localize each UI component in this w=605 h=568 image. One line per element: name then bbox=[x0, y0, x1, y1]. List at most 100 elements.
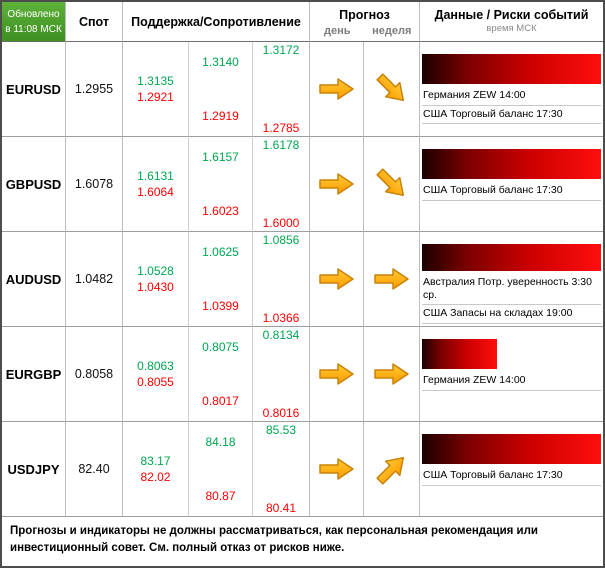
support-1: 1.2921 bbox=[137, 90, 174, 104]
resistance-3: 1.6178 bbox=[262, 138, 300, 152]
pair-name: USDJPY bbox=[2, 422, 66, 517]
day-forecast-arrow bbox=[310, 137, 364, 232]
resistance-1: 1.0528 bbox=[137, 264, 174, 278]
spot-price: 1.6078 bbox=[66, 137, 123, 232]
arrow-icon bbox=[373, 268, 409, 290]
day-forecast-arrow bbox=[310, 42, 364, 137]
risk-bar bbox=[422, 339, 498, 369]
support-2: 1.2919 bbox=[202, 109, 239, 123]
event-item: Германия ZEW 14:00 bbox=[422, 372, 601, 391]
day-forecast-arrow bbox=[310, 327, 364, 422]
event-item: Австралия Потр. уверенность 3:30 ср. bbox=[422, 274, 601, 306]
arrow-icon bbox=[318, 458, 354, 480]
data-risks-title: Данные / Риски событий bbox=[434, 8, 589, 23]
column-header-data-risks: Данные / Риски событий время МСК bbox=[420, 2, 603, 42]
far-levels: 1.6178 1.6000 bbox=[253, 137, 310, 232]
column-header-forecast: Прогноз день неделя bbox=[310, 2, 420, 42]
day-forecast-arrow bbox=[310, 232, 364, 327]
updated-timestamp: Обновлено в 11:08 МСК bbox=[2, 2, 66, 42]
week-forecast-arrow bbox=[364, 137, 420, 232]
week-forecast-arrow bbox=[364, 422, 420, 517]
event-item: США Торговый баланс 17:30 bbox=[422, 106, 601, 125]
arrow-icon bbox=[318, 78, 354, 100]
mid-levels: 1.6157 1.6023 bbox=[189, 137, 253, 232]
support-2: 0.8017 bbox=[202, 394, 239, 408]
resistance-2: 1.6157 bbox=[202, 150, 239, 164]
mid-levels: 1.3140 1.2919 bbox=[189, 42, 253, 137]
event-item: США Запасы на складах 19:00 bbox=[422, 305, 601, 324]
arrow-icon bbox=[318, 363, 354, 385]
near-levels: 1.6131 1.6064 bbox=[123, 137, 189, 232]
arrow-icon bbox=[318, 173, 354, 195]
week-forecast-arrow bbox=[364, 232, 420, 327]
forecast-week-subheader: неделя bbox=[372, 25, 412, 38]
support-3: 1.2785 bbox=[262, 121, 300, 135]
updated-line1: Обновлено bbox=[7, 8, 60, 20]
far-levels: 0.8134 0.8016 bbox=[253, 327, 310, 422]
resistance-3: 85.53 bbox=[265, 423, 297, 437]
resistance-1: 1.3135 bbox=[137, 74, 174, 88]
mid-levels: 84.18 80.87 bbox=[189, 422, 253, 517]
pair-name: EURGBP bbox=[2, 327, 66, 422]
event-item: США Торговый баланс 17:30 bbox=[422, 467, 601, 486]
resistance-1: 1.6131 bbox=[137, 169, 174, 183]
risk-events: Германия ZEW 14:00 США Торговый баланс 1… bbox=[420, 42, 603, 137]
pair-name: GBPUSD bbox=[2, 137, 66, 232]
risk-events: Германия ZEW 14:00 bbox=[420, 327, 603, 422]
far-levels: 1.3172 1.2785 bbox=[253, 42, 310, 137]
support-3: 0.8016 bbox=[262, 406, 300, 420]
risk-bar bbox=[422, 54, 601, 84]
risk-bar bbox=[422, 434, 601, 464]
event-item: Германия ZEW 14:00 bbox=[422, 87, 601, 106]
resistance-3: 1.0856 bbox=[262, 233, 300, 247]
spot-price: 0.8058 bbox=[66, 327, 123, 422]
risk-events: США Торговый баланс 17:30 bbox=[420, 422, 603, 517]
support-3: 1.6000 bbox=[262, 216, 300, 230]
arrow-icon bbox=[375, 168, 404, 197]
support-2: 1.6023 bbox=[202, 204, 239, 218]
spot-price: 82.40 bbox=[66, 422, 123, 517]
event-item: США Торговый баланс 17:30 bbox=[422, 182, 601, 201]
week-forecast-arrow bbox=[364, 327, 420, 422]
risk-events: США Торговый баланс 17:30 bbox=[420, 137, 603, 232]
resistance-1: 0.8063 bbox=[137, 359, 174, 373]
resistance-3: 1.3172 bbox=[262, 43, 300, 57]
risk-bar bbox=[422, 244, 601, 272]
mid-levels: 1.0625 1.0399 bbox=[189, 232, 253, 327]
support-1: 82.02 bbox=[140, 470, 171, 484]
column-header-support-resistance: Поддержка/Сопротивление bbox=[123, 2, 310, 42]
near-levels: 1.0528 1.0430 bbox=[123, 232, 189, 327]
support-2: 1.0399 bbox=[202, 299, 239, 313]
day-forecast-arrow bbox=[310, 422, 364, 517]
arrow-icon bbox=[375, 456, 404, 485]
resistance-2: 84.18 bbox=[205, 435, 236, 449]
support-3: 80.41 bbox=[265, 501, 297, 515]
arrow-icon bbox=[318, 268, 354, 290]
support-2: 80.87 bbox=[205, 489, 236, 503]
support-3: 1.0366 bbox=[262, 311, 300, 325]
resistance-2: 1.3140 bbox=[202, 55, 239, 69]
spot-price: 1.0482 bbox=[66, 232, 123, 327]
column-header-spot: Спот bbox=[66, 2, 123, 42]
resistance-1: 83.17 bbox=[140, 454, 171, 468]
forecast-day-subheader: день bbox=[323, 25, 351, 38]
updated-line2: в 11:08 МСК bbox=[5, 23, 62, 35]
risk-bar bbox=[422, 149, 601, 179]
spot-price: 1.2955 bbox=[66, 42, 123, 137]
disclaimer-text: Прогнозы и индикаторы не должны рассматр… bbox=[2, 517, 603, 566]
arrow-icon bbox=[373, 363, 409, 385]
week-forecast-arrow bbox=[364, 42, 420, 137]
forecast-title: Прогноз bbox=[339, 7, 390, 22]
support-1: 1.0430 bbox=[137, 280, 174, 294]
resistance-3: 0.8134 bbox=[262, 328, 300, 342]
pair-name: EURUSD bbox=[2, 42, 66, 137]
near-levels: 1.3135 1.2921 bbox=[123, 42, 189, 137]
resistance-2: 1.0625 bbox=[202, 245, 239, 259]
mid-levels: 0.8075 0.8017 bbox=[189, 327, 253, 422]
far-levels: 1.0856 1.0366 bbox=[253, 232, 310, 327]
pair-name: AUDUSD bbox=[2, 232, 66, 327]
time-msk-note: время МСК bbox=[486, 23, 537, 35]
support-1: 0.8055 bbox=[137, 375, 174, 389]
near-levels: 0.8063 0.8055 bbox=[123, 327, 189, 422]
